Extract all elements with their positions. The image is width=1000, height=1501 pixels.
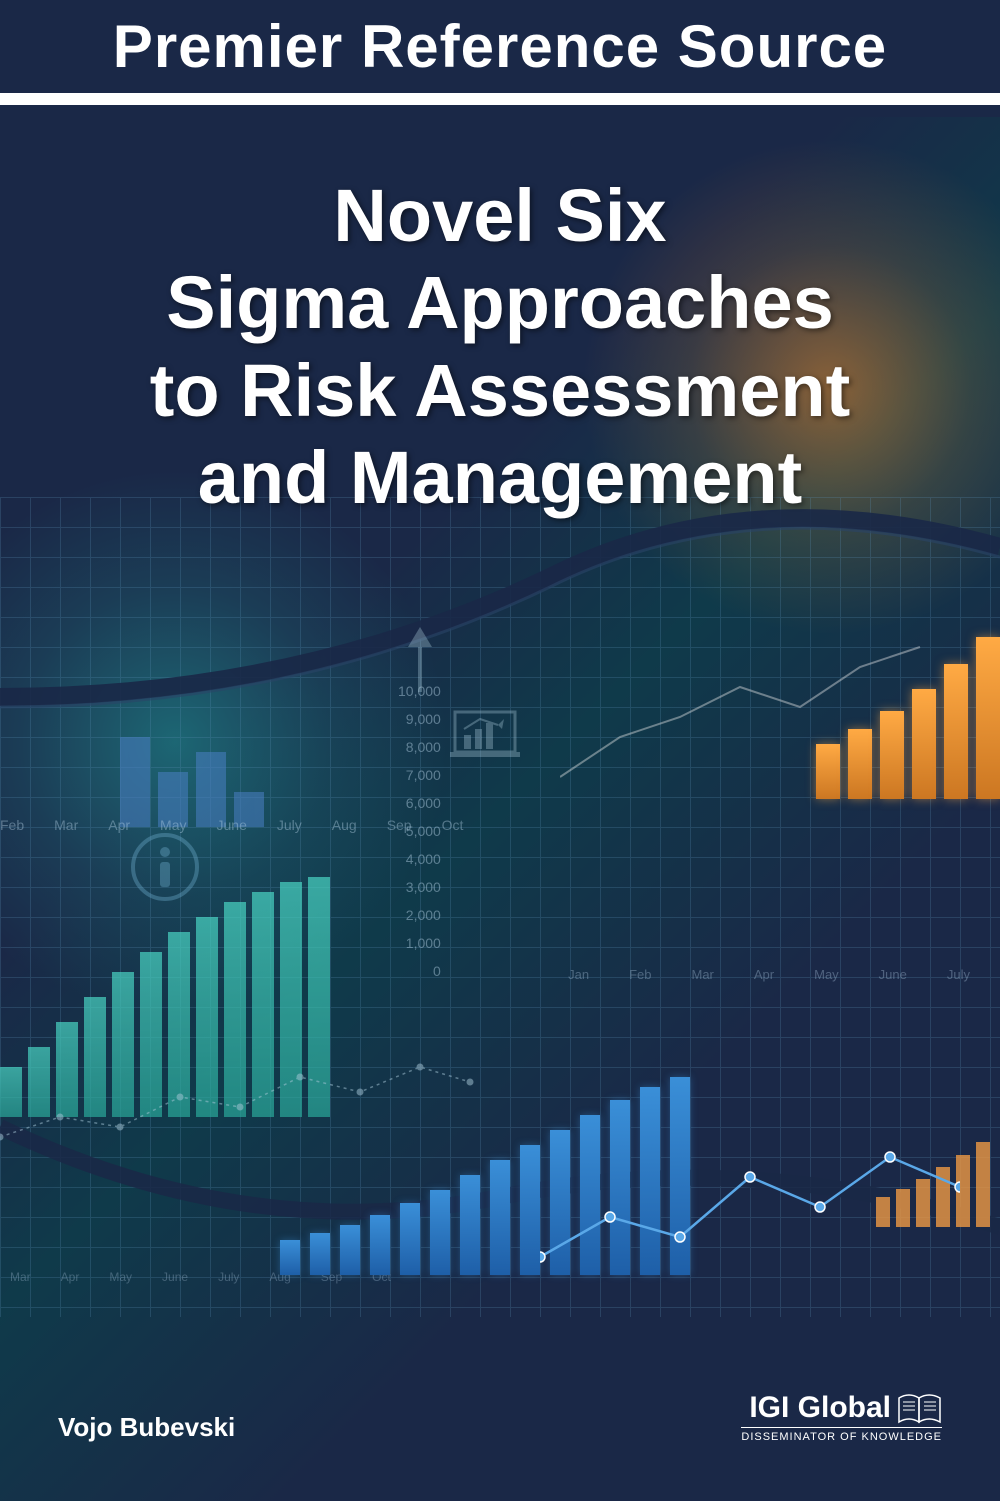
title-line-2: Sigma Approaches — [0, 259, 1000, 346]
title-block: Novel Six Sigma Approaches to Risk Asses… — [0, 172, 1000, 521]
author-name: Vojo Bubevski — [58, 1412, 235, 1443]
open-book-icon — [897, 1392, 942, 1425]
x-axis-labels-top: FebMarAprMayJuneJulyAugSepOct — [0, 817, 463, 833]
x-axis-labels-right: JanFebMarAprMayJuneJuly — [568, 967, 970, 982]
orange-bar-chart — [816, 637, 1000, 799]
chart-backdrop: 10,0009,0008,0007,0006,0005,0004,0003,00… — [0, 497, 1000, 1317]
book-cover: Premier Reference Source Novel Six Sigma… — [0, 0, 1000, 1501]
publisher-name-text: IGI Global — [749, 1391, 891, 1425]
header-band: Premier Reference Source — [0, 0, 1000, 105]
publisher-name: IGI Global — [741, 1391, 942, 1425]
publisher-tagline: DISSEMINATOR OF KNOWLEDGE — [741, 1427, 942, 1443]
main-cover-area: Novel Six Sigma Approaches to Risk Asses… — [0, 117, 1000, 1501]
title-line-4: and Management — [0, 434, 1000, 521]
publisher-logo: IGI Global DISSEMINATOR OF KNOWLEDGE — [741, 1391, 942, 1443]
arrow-up-icon — [400, 627, 440, 702]
blue-small-bar-chart — [120, 737, 264, 827]
blue-line-chart — [540, 1117, 960, 1297]
footer: Vojo Bubevski IGI Global DISSEM — [0, 1301, 1000, 1501]
series-title: Premier Reference Source — [113, 12, 887, 81]
info-icon — [130, 832, 200, 902]
chart-presentation-icon — [450, 707, 520, 767]
title-line-1: Novel Six — [0, 172, 1000, 259]
title-line-3: to Risk Assessment — [0, 347, 1000, 434]
